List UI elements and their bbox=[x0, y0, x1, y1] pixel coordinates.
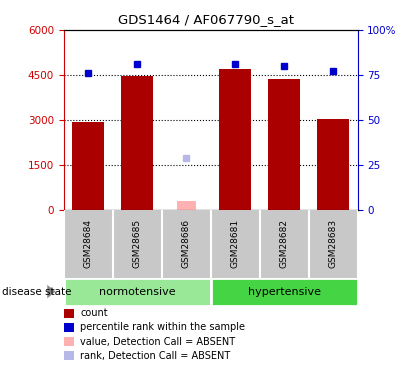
Text: GSM28686: GSM28686 bbox=[182, 219, 191, 268]
Bar bbox=[72, 122, 104, 210]
Bar bbox=[268, 79, 300, 210]
Text: disease state: disease state bbox=[2, 286, 72, 297]
Text: normotensive: normotensive bbox=[99, 286, 175, 297]
Text: GSM28682: GSM28682 bbox=[279, 219, 289, 268]
Text: GSM28683: GSM28683 bbox=[328, 219, 337, 268]
Bar bbox=[121, 76, 153, 210]
Polygon shape bbox=[47, 285, 55, 298]
Bar bbox=[177, 201, 196, 210]
Bar bbox=[219, 69, 251, 210]
Text: GDS1464 / AF067790_s_at: GDS1464 / AF067790_s_at bbox=[118, 13, 293, 26]
Text: rank, Detection Call = ABSENT: rank, Detection Call = ABSENT bbox=[80, 351, 231, 361]
Text: GSM28684: GSM28684 bbox=[84, 219, 93, 268]
Bar bbox=[64, 278, 210, 306]
Text: value, Detection Call = ABSENT: value, Detection Call = ABSENT bbox=[80, 337, 235, 346]
Text: hypertensive: hypertensive bbox=[247, 286, 321, 297]
Text: GSM28681: GSM28681 bbox=[231, 219, 240, 268]
Text: count: count bbox=[80, 308, 108, 318]
Bar bbox=[211, 278, 358, 306]
Text: percentile rank within the sample: percentile rank within the sample bbox=[80, 322, 245, 332]
Bar bbox=[317, 118, 349, 210]
Text: GSM28685: GSM28685 bbox=[133, 219, 142, 268]
